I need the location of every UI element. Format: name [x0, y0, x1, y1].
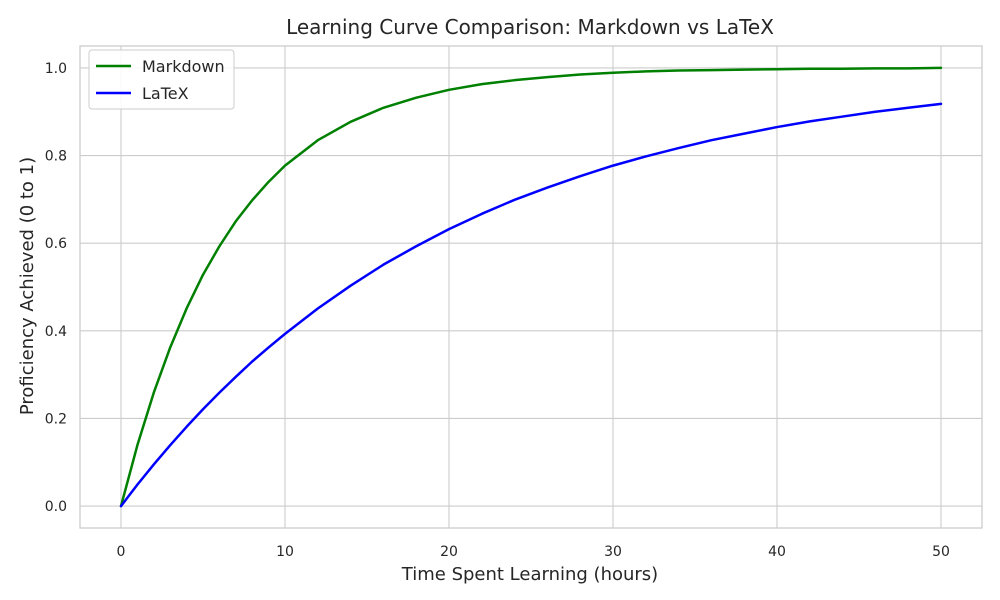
- chart-title: Learning Curve Comparison: Markdown vs L…: [286, 15, 774, 39]
- x-tick-label: 10: [276, 544, 294, 560]
- y-tick-label: 0.0: [45, 499, 67, 515]
- series-lines: [119, 66, 943, 508]
- legend-label-latex: LaTeX: [142, 84, 189, 103]
- series-line-latex: [119, 102, 943, 508]
- x-tick-label: 40: [768, 544, 786, 560]
- x-tick-label: 50: [932, 544, 950, 560]
- x-tick-label: 20: [440, 544, 458, 560]
- series-line-markdown: [119, 66, 943, 508]
- y-tick-label: 0.6: [45, 236, 67, 252]
- y-axis-label: Proficiency Achieved (0 to 1): [17, 157, 38, 415]
- x-axis-label: Time Spent Learning (hours): [401, 564, 658, 585]
- x-tick-label: 0: [117, 544, 126, 560]
- x-tick-labels: 0 10 20 30 40 50: [117, 544, 950, 560]
- x-tick-label: 30: [604, 544, 622, 560]
- y-tick-label: 1.0: [45, 61, 67, 77]
- y-tick-label: 0.2: [45, 411, 67, 427]
- y-tick-label: 0.4: [45, 324, 67, 340]
- plot-frame: [79, 45, 983, 529]
- y-tick-label: 0.8: [45, 149, 67, 165]
- legend-label-markdown: Markdown: [142, 57, 225, 76]
- grid: [80, 46, 982, 528]
- legend: Markdown LaTeX: [88, 49, 235, 110]
- y-tick-labels: 0.0 0.2 0.4 0.6 0.8 1.0: [45, 61, 67, 515]
